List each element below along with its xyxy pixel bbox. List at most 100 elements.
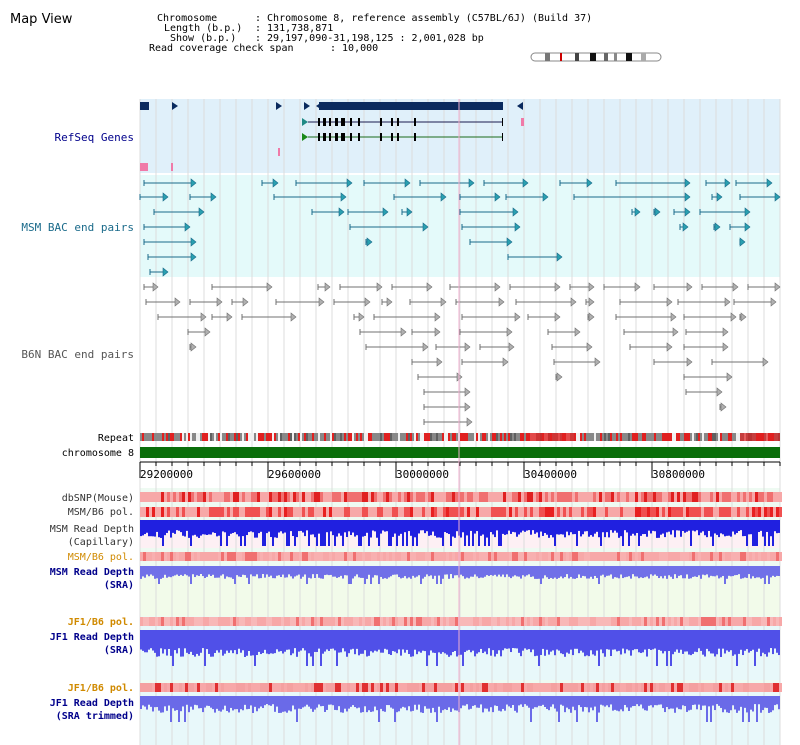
bac-end-pair[interactable] [365,237,373,247]
refseq-genes-track[interactable] [140,102,524,171]
bac-end-pair[interactable] [423,417,473,427]
bac-end-pair[interactable] [391,282,433,292]
bac-end-pair[interactable] [673,207,691,217]
bac-end-pair[interactable] [241,312,297,322]
bac-end-pair[interactable] [479,342,515,352]
bac-end-pair[interactable] [573,192,691,202]
bac-end-pair[interactable] [381,297,393,307]
bac-end-pair[interactable] [157,312,207,322]
bac-end-pair[interactable] [459,207,519,217]
bac-end-pair[interactable] [275,297,325,307]
bac-end-pair[interactable] [631,207,641,217]
bac-end-pair[interactable] [359,327,407,337]
bac-end-pair[interactable] [603,282,641,292]
bac-end-pair[interactable] [527,312,561,322]
bac-end-pair[interactable] [713,222,721,232]
bac-end-pair[interactable] [699,207,751,217]
bac-end-pair[interactable] [153,207,205,217]
bac-end-pair[interactable] [147,252,197,262]
bac-end-pair[interactable] [261,178,279,188]
bac-end-pair[interactable] [349,222,429,232]
bac-end-pair[interactable] [555,372,563,382]
bac-end-pair[interactable] [347,207,389,217]
bac-end-pair[interactable] [739,312,747,322]
bac-end-pair[interactable] [143,178,197,188]
bac-end-pair[interactable] [505,192,549,202]
bac-end-pair[interactable] [685,387,723,397]
bac-end-pair[interactable] [339,282,383,292]
bac-end-pair[interactable] [677,297,731,307]
bac-end-pair[interactable] [363,178,411,188]
bac-end-pair[interactable] [469,237,513,247]
bac-end-pair[interactable] [211,312,233,322]
bac-end-pair[interactable] [393,192,447,202]
bac-end-pair[interactable] [149,267,169,277]
msm-bac-end-pairs-track[interactable] [139,178,781,277]
bac-end-pair[interactable] [459,327,513,337]
bac-end-pair[interactable] [719,402,727,412]
bac-end-pair[interactable] [449,282,501,292]
bac-end-pair[interactable] [311,207,345,217]
bac-end-pair[interactable] [411,357,443,367]
msm-bac-label[interactable]: MSM BAC end pairs [21,221,134,234]
bac-end-pair[interactable] [509,282,561,292]
bac-end-pair[interactable] [559,178,593,188]
bac-end-pair[interactable] [417,372,463,382]
bac-end-pair[interactable] [615,178,691,188]
bac-end-pair[interactable] [685,327,729,337]
bac-end-pair[interactable] [683,312,737,322]
bac-end-pair[interactable] [705,178,731,188]
bac-end-pair[interactable] [747,282,781,292]
bac-end-pair[interactable] [423,402,471,412]
bac-end-pair[interactable] [461,357,509,367]
bac-end-pair[interactable] [401,207,413,217]
bac-end-pair[interactable] [143,222,191,232]
bac-end-pair[interactable] [739,237,746,247]
bac-end-pair[interactable] [411,327,441,337]
bac-end-pair[interactable] [143,237,197,247]
bac-end-pair[interactable] [585,297,595,307]
bac-end-pair[interactable] [295,178,353,188]
bac-end-pair[interactable] [587,312,595,322]
bac-end-pair[interactable] [729,222,751,232]
bac-end-pair[interactable] [455,297,505,307]
bac-end-pair[interactable] [515,297,577,307]
bac-end-pair[interactable] [629,342,673,352]
bac-end-pair[interactable] [231,297,249,307]
bac-end-pair[interactable] [619,297,673,307]
bac-end-pair[interactable] [679,222,689,232]
bac-end-pair[interactable] [547,327,581,337]
bac-end-pair[interactable] [353,312,365,322]
bac-end-pair[interactable] [211,282,273,292]
bac-end-pair[interactable] [435,342,471,352]
b6n-bac-end-pairs-track[interactable] [143,282,781,427]
bac-end-pair[interactable] [461,222,521,232]
bac-end-pair[interactable] [365,342,429,352]
bac-end-pair[interactable] [653,357,693,367]
bac-end-pair[interactable] [145,297,181,307]
bac-end-pair[interactable] [653,282,693,292]
bac-end-pair[interactable] [507,252,563,262]
bac-end-pair[interactable] [569,282,595,292]
bac-end-pair[interactable] [701,282,739,292]
bac-end-pair[interactable] [461,312,521,322]
bac-end-pair[interactable] [683,342,729,352]
bac-end-pair[interactable] [333,297,371,307]
bac-end-pair[interactable] [551,342,593,352]
bac-end-pair[interactable] [459,192,501,202]
bac-end-pair[interactable] [623,327,679,337]
bac-end-pair[interactable] [189,342,197,352]
bac-end-pair[interactable] [187,327,211,337]
chromosome-ideogram[interactable] [530,52,662,62]
bac-end-pair[interactable] [409,297,447,307]
bac-end-pair[interactable] [739,192,781,202]
bac-end-pair[interactable] [317,282,331,292]
bac-end-pair[interactable] [615,312,677,322]
bac-end-pair[interactable] [189,297,223,307]
bac-end-pair[interactable] [683,372,733,382]
bac-end-pair[interactable] [273,192,347,202]
b6n-bac-label[interactable]: B6N BAC end pairs [21,348,134,361]
bac-end-pair[interactable] [711,192,723,202]
bac-end-pair[interactable] [553,357,601,367]
